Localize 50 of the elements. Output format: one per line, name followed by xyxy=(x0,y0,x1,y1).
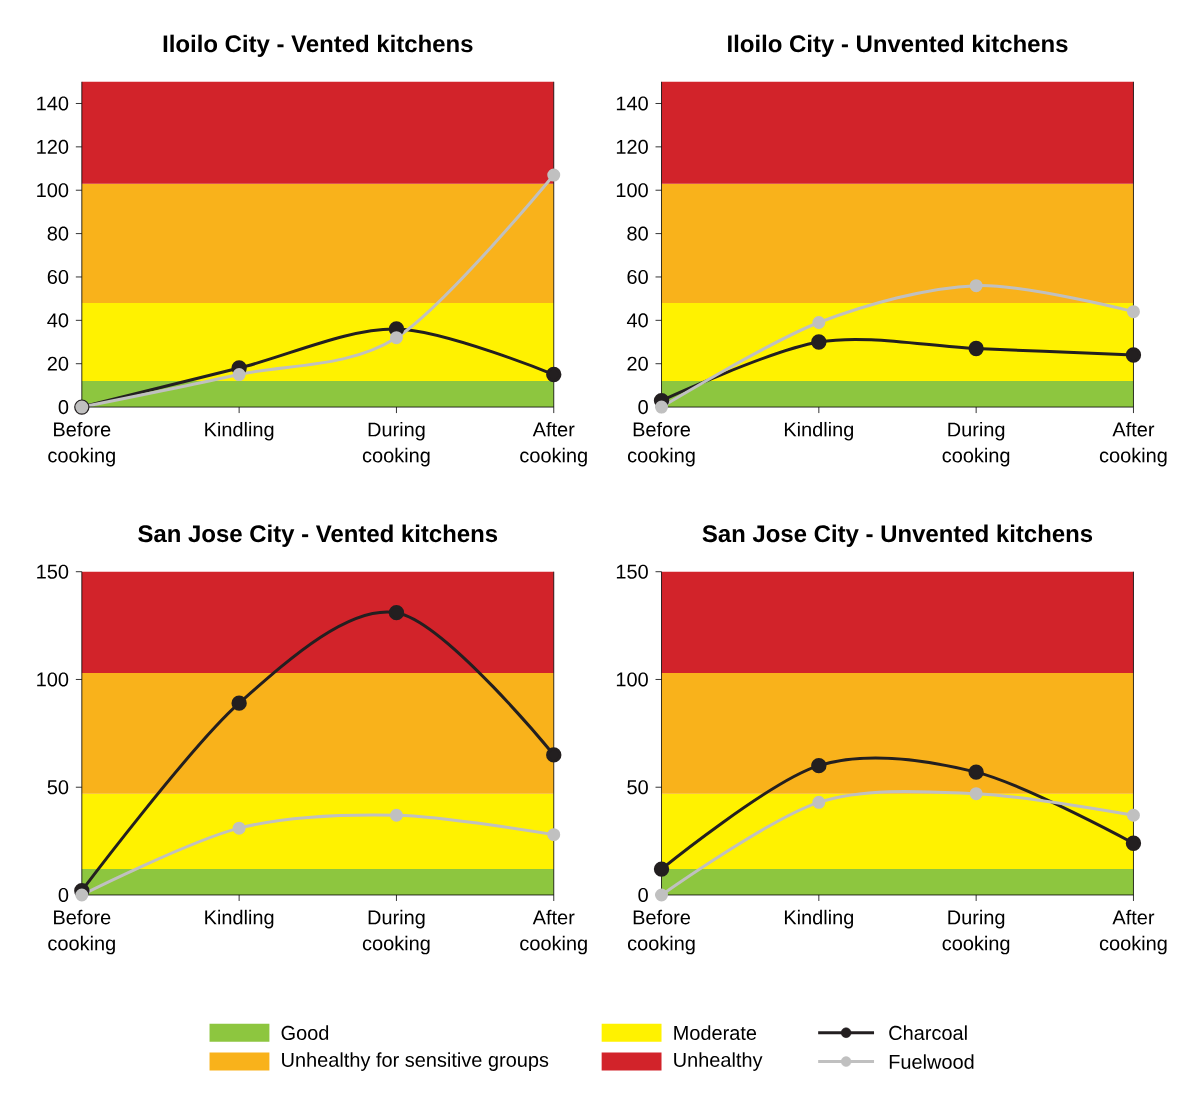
y-tick-label: 80 xyxy=(47,226,69,241)
x-tick-label: After cooking xyxy=(520,422,587,467)
legend-label: Charcoal xyxy=(889,1025,967,1041)
y-tick-label: 60 xyxy=(47,270,69,285)
legend-label: Fuelwood xyxy=(889,1054,974,1070)
x-tick-label: After cooking xyxy=(1099,422,1167,467)
y-tick-label: 0 xyxy=(58,888,69,903)
y-tick-label: 100 xyxy=(616,183,648,198)
chart-title: Iloilo City - Unvented kitchens xyxy=(728,34,1068,58)
y-tick-label: 150 xyxy=(37,564,69,579)
x-tick-label: During cooking xyxy=(362,910,430,955)
x-tick-label: Before cooking xyxy=(48,422,115,467)
y-tick-label: 60 xyxy=(627,270,648,285)
x-tick-label: During cooking xyxy=(362,422,430,467)
y-tick-label: 20 xyxy=(627,356,648,371)
y-tick-label: 80 xyxy=(627,226,648,241)
x-tick-label: Before cooking xyxy=(48,910,115,955)
chart-title: Iloilo City - Vented kitchens xyxy=(163,34,473,58)
y-tick-label: 40 xyxy=(626,313,648,328)
x-tick-label: During cooking xyxy=(942,422,1010,467)
x-tick-label: Before cooking xyxy=(627,422,695,467)
legend-label: Unhealthy xyxy=(674,1052,763,1072)
y-tick-label: 140 xyxy=(37,96,69,111)
y-tick-label: 0 xyxy=(58,400,69,415)
y-tick-label: 120 xyxy=(37,140,69,155)
y-tick-label: 100 xyxy=(37,183,69,198)
x-tick-label: Kindling xyxy=(784,910,854,929)
chart-title: San Jose City - Unvented kitchens xyxy=(702,524,1093,548)
y-tick-label: 0 xyxy=(638,400,648,415)
x-tick-label: Before cooking xyxy=(627,910,695,955)
y-tick-label: 0 xyxy=(638,888,648,903)
y-tick-label: 150 xyxy=(616,564,648,579)
legend-label: Moderate xyxy=(674,1025,757,1041)
y-tick-label: 20 xyxy=(47,356,69,371)
x-tick-label: After cooking xyxy=(1099,910,1167,955)
y-tick-label: 140 xyxy=(616,96,648,111)
chart-title: San Jose City - Vented kitchens xyxy=(138,524,498,548)
y-tick-label: 50 xyxy=(627,780,648,795)
x-tick-label: After cooking xyxy=(520,910,587,955)
x-tick-label: During cooking xyxy=(942,910,1010,955)
legend-label: Unhealthy for sensitive groups xyxy=(282,1052,549,1072)
legend-label: Good xyxy=(281,1025,329,1041)
y-tick-label: 50 xyxy=(47,780,69,795)
y-tick-label: 100 xyxy=(37,672,69,687)
y-tick-label: 120 xyxy=(616,140,648,155)
x-tick-label: Kindling xyxy=(784,422,854,441)
x-tick-label: Kindling xyxy=(205,910,274,929)
x-tick-label: Kindling xyxy=(205,422,274,441)
y-tick-label: 40 xyxy=(47,313,69,328)
y-tick-label: 100 xyxy=(616,672,648,687)
